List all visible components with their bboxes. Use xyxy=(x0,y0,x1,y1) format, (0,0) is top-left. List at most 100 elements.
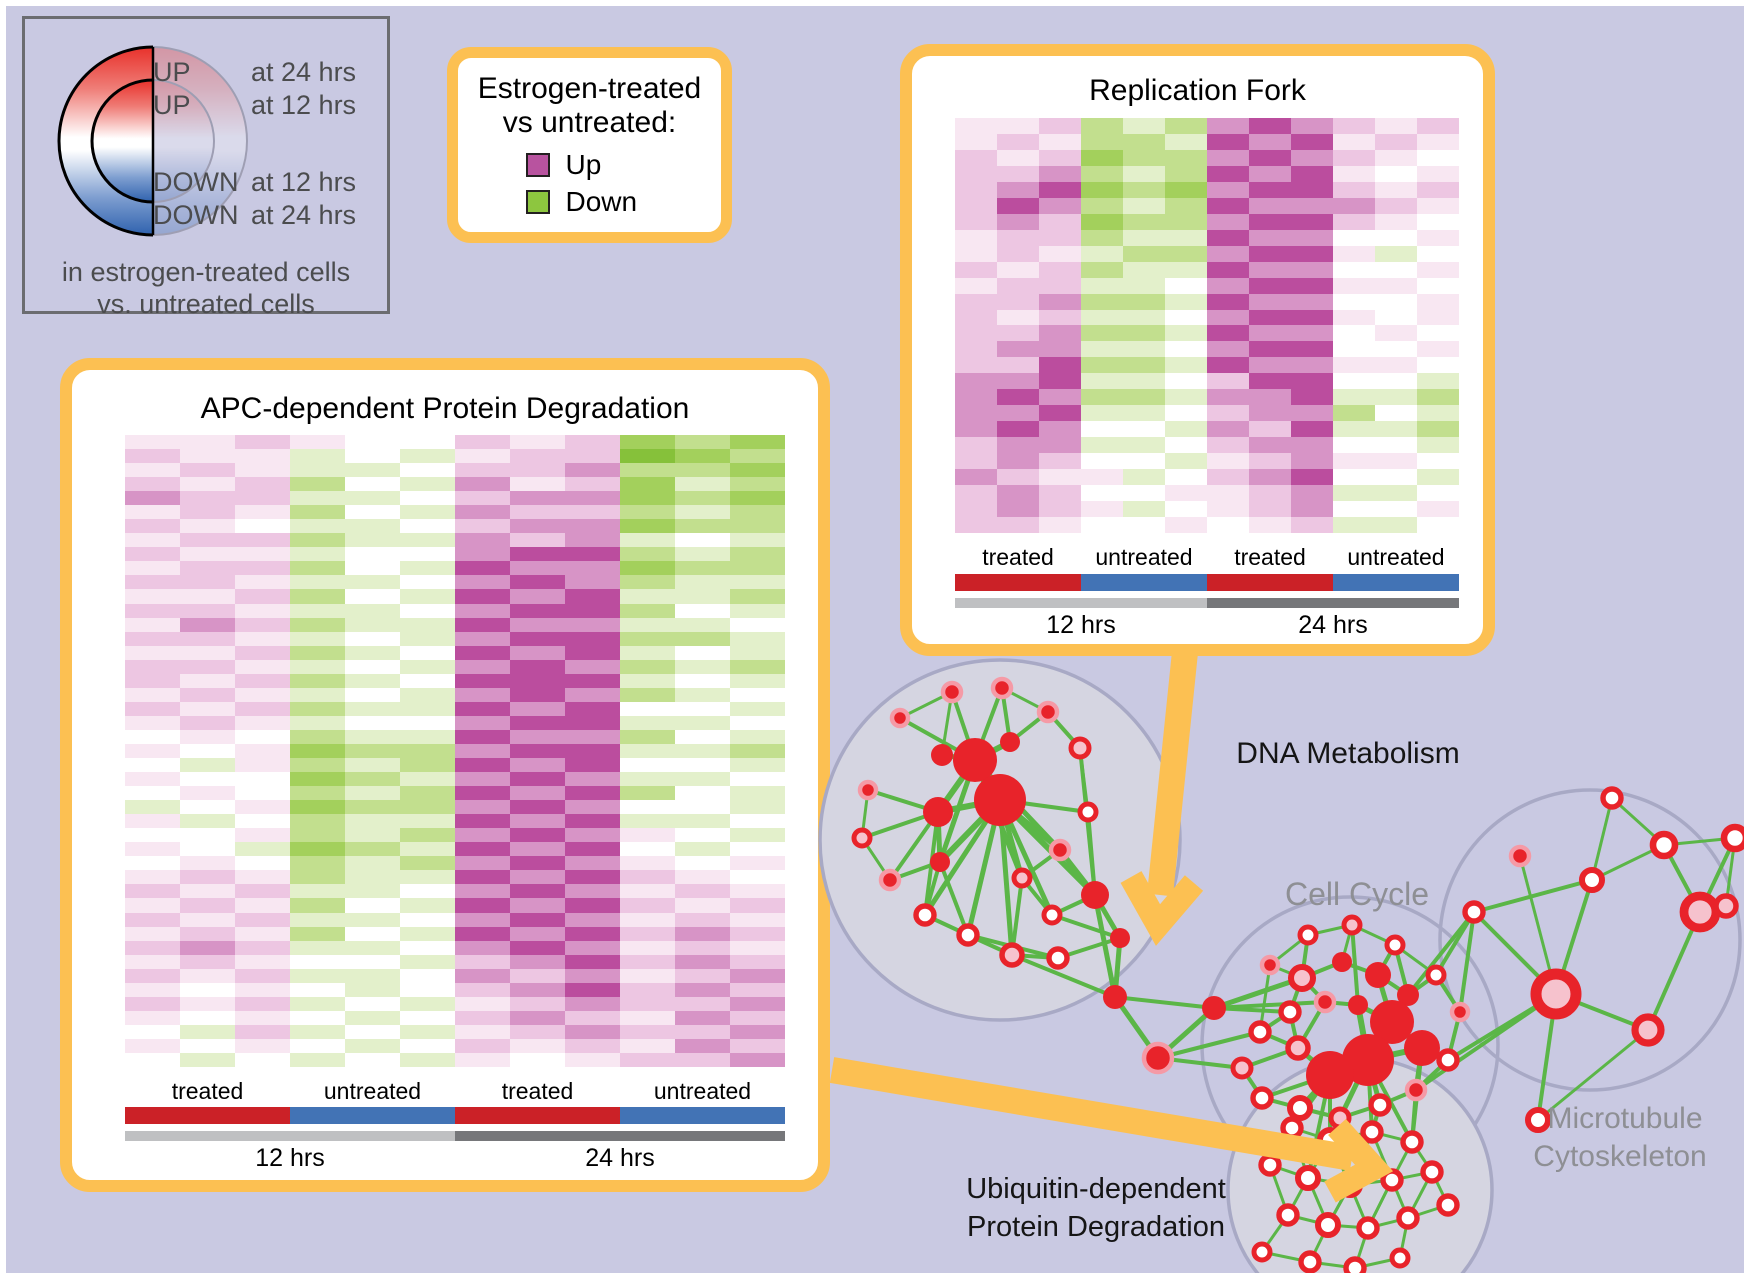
network-node xyxy=(1230,1056,1254,1080)
down-12-time: at 12 hrs xyxy=(251,167,357,197)
heatmap-cell xyxy=(675,617,730,632)
heatmap-cell xyxy=(730,1038,785,1053)
apc-heatmap xyxy=(125,435,785,1067)
heatmap-cell xyxy=(400,547,455,562)
heatmap-cell xyxy=(1333,469,1375,486)
heatmap-cell xyxy=(455,884,510,899)
heatmap-cell xyxy=(1123,229,1165,246)
heatmap-cell xyxy=(675,687,730,702)
heatmap-cell xyxy=(620,968,675,983)
heatmap-cell xyxy=(1417,357,1459,374)
heatmap-cell xyxy=(1081,373,1123,390)
network-node xyxy=(1342,1034,1394,1086)
heatmap-cell xyxy=(1081,229,1123,246)
heatmap-cell xyxy=(345,673,400,688)
cluster-circle-dna-metabolism xyxy=(818,658,1182,1022)
heatmap-cell xyxy=(455,898,510,913)
network-node xyxy=(1530,968,1582,1020)
heatmap-cell xyxy=(1417,501,1459,518)
heatmap-cell xyxy=(730,814,785,829)
heatmap-cell xyxy=(1417,133,1459,150)
heatmap-cell xyxy=(1123,293,1165,310)
heatmap-cell xyxy=(565,477,620,492)
heatmap-cell xyxy=(1039,133,1081,150)
heatmap-cell xyxy=(1165,293,1207,310)
heatmap-cell xyxy=(125,715,180,730)
heatmap-cell xyxy=(1375,501,1417,518)
heatmap-cell xyxy=(1249,357,1291,374)
heatmap-cell xyxy=(455,842,510,857)
heatmap-cell xyxy=(400,533,455,548)
heatmap-cell xyxy=(1039,309,1081,326)
heatmap-cell xyxy=(235,968,290,983)
heatmap-cell xyxy=(1081,325,1123,342)
heatmap-cell xyxy=(455,786,510,801)
network-node xyxy=(1380,1168,1404,1192)
network-edge xyxy=(1269,1163,1309,1180)
network-edge xyxy=(1020,876,1054,917)
network-edge xyxy=(1390,1179,1410,1219)
heatmap-cell xyxy=(235,996,290,1011)
heatmap-cell xyxy=(180,842,235,857)
network-node xyxy=(1276,1203,1300,1227)
network-edge xyxy=(1367,1045,1423,1063)
network-node xyxy=(1341,914,1363,936)
heatmap-cell xyxy=(1081,149,1123,166)
cluster-circle-ubiquitin xyxy=(1226,1056,1494,1273)
heatmap-cell xyxy=(730,463,785,478)
heatmap-cell xyxy=(180,940,235,955)
heatmap-cell xyxy=(1375,421,1417,438)
heatmap-cell xyxy=(1375,453,1417,470)
network-node xyxy=(1259,954,1281,976)
heatmap-cell xyxy=(290,589,345,604)
network-edge xyxy=(1351,923,1396,947)
heatmap-cell xyxy=(1375,341,1417,358)
heatmap-cell xyxy=(235,870,290,885)
network-node xyxy=(1295,1165,1321,1191)
network-node xyxy=(1713,893,1739,919)
heatmap-cell xyxy=(1375,485,1417,502)
heatmap-cell xyxy=(290,1038,345,1053)
heatmap-cell xyxy=(1333,485,1375,502)
network-edge xyxy=(1057,936,1121,960)
heatmap-cell xyxy=(345,449,400,464)
network-node xyxy=(1579,867,1605,893)
heatmap-cell xyxy=(345,856,400,871)
network-edge xyxy=(1355,1004,1371,1061)
network-node xyxy=(1348,995,1368,1015)
network-edge xyxy=(1341,960,1379,977)
heatmap-cell xyxy=(235,814,290,829)
heatmap-cell xyxy=(620,617,675,632)
heatmap-cell xyxy=(565,743,620,759)
heatmap-cell xyxy=(455,870,510,885)
heatmap-cell xyxy=(730,926,785,941)
heatmap-cell xyxy=(510,505,565,520)
heatmap-cell xyxy=(997,389,1039,406)
heatmap-cell xyxy=(1123,118,1165,134)
heatmap-cell xyxy=(730,589,785,604)
heatmap-cell xyxy=(1165,245,1207,262)
heatmap-cell xyxy=(180,954,235,969)
heatmap-cell xyxy=(1123,421,1165,438)
treated-bar-segment xyxy=(125,1107,290,1124)
heatmap-cell xyxy=(1333,437,1375,454)
heatmap-cell xyxy=(620,687,675,702)
heatmap-cell xyxy=(180,828,235,843)
heatmap-cell xyxy=(345,1052,400,1067)
heatmap-cell xyxy=(125,603,180,618)
heatmap-cell xyxy=(125,491,180,506)
heatmap-cell xyxy=(675,996,730,1011)
heatmap-cell xyxy=(510,870,565,885)
heatmap-cell xyxy=(235,701,290,716)
heatmap-cell xyxy=(620,884,675,899)
network-edge xyxy=(1213,975,1303,1011)
apc-time-labels: 12 hrs 24 hrs xyxy=(125,1144,785,1173)
network-edge xyxy=(1371,1130,1413,1144)
heatmap-cell xyxy=(290,758,345,773)
heatmap-cell xyxy=(565,926,620,941)
heatmap-cell xyxy=(235,884,290,899)
heatmap-cell xyxy=(455,772,510,787)
network-edge xyxy=(1157,1056,1243,1070)
network-edge xyxy=(1390,1141,1414,1181)
heatmap-cell xyxy=(955,165,997,182)
